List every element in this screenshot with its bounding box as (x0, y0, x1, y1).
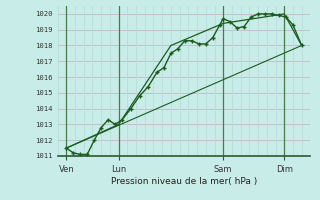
X-axis label: Pression niveau de la mer( hPa ): Pression niveau de la mer( hPa ) (111, 177, 257, 186)
